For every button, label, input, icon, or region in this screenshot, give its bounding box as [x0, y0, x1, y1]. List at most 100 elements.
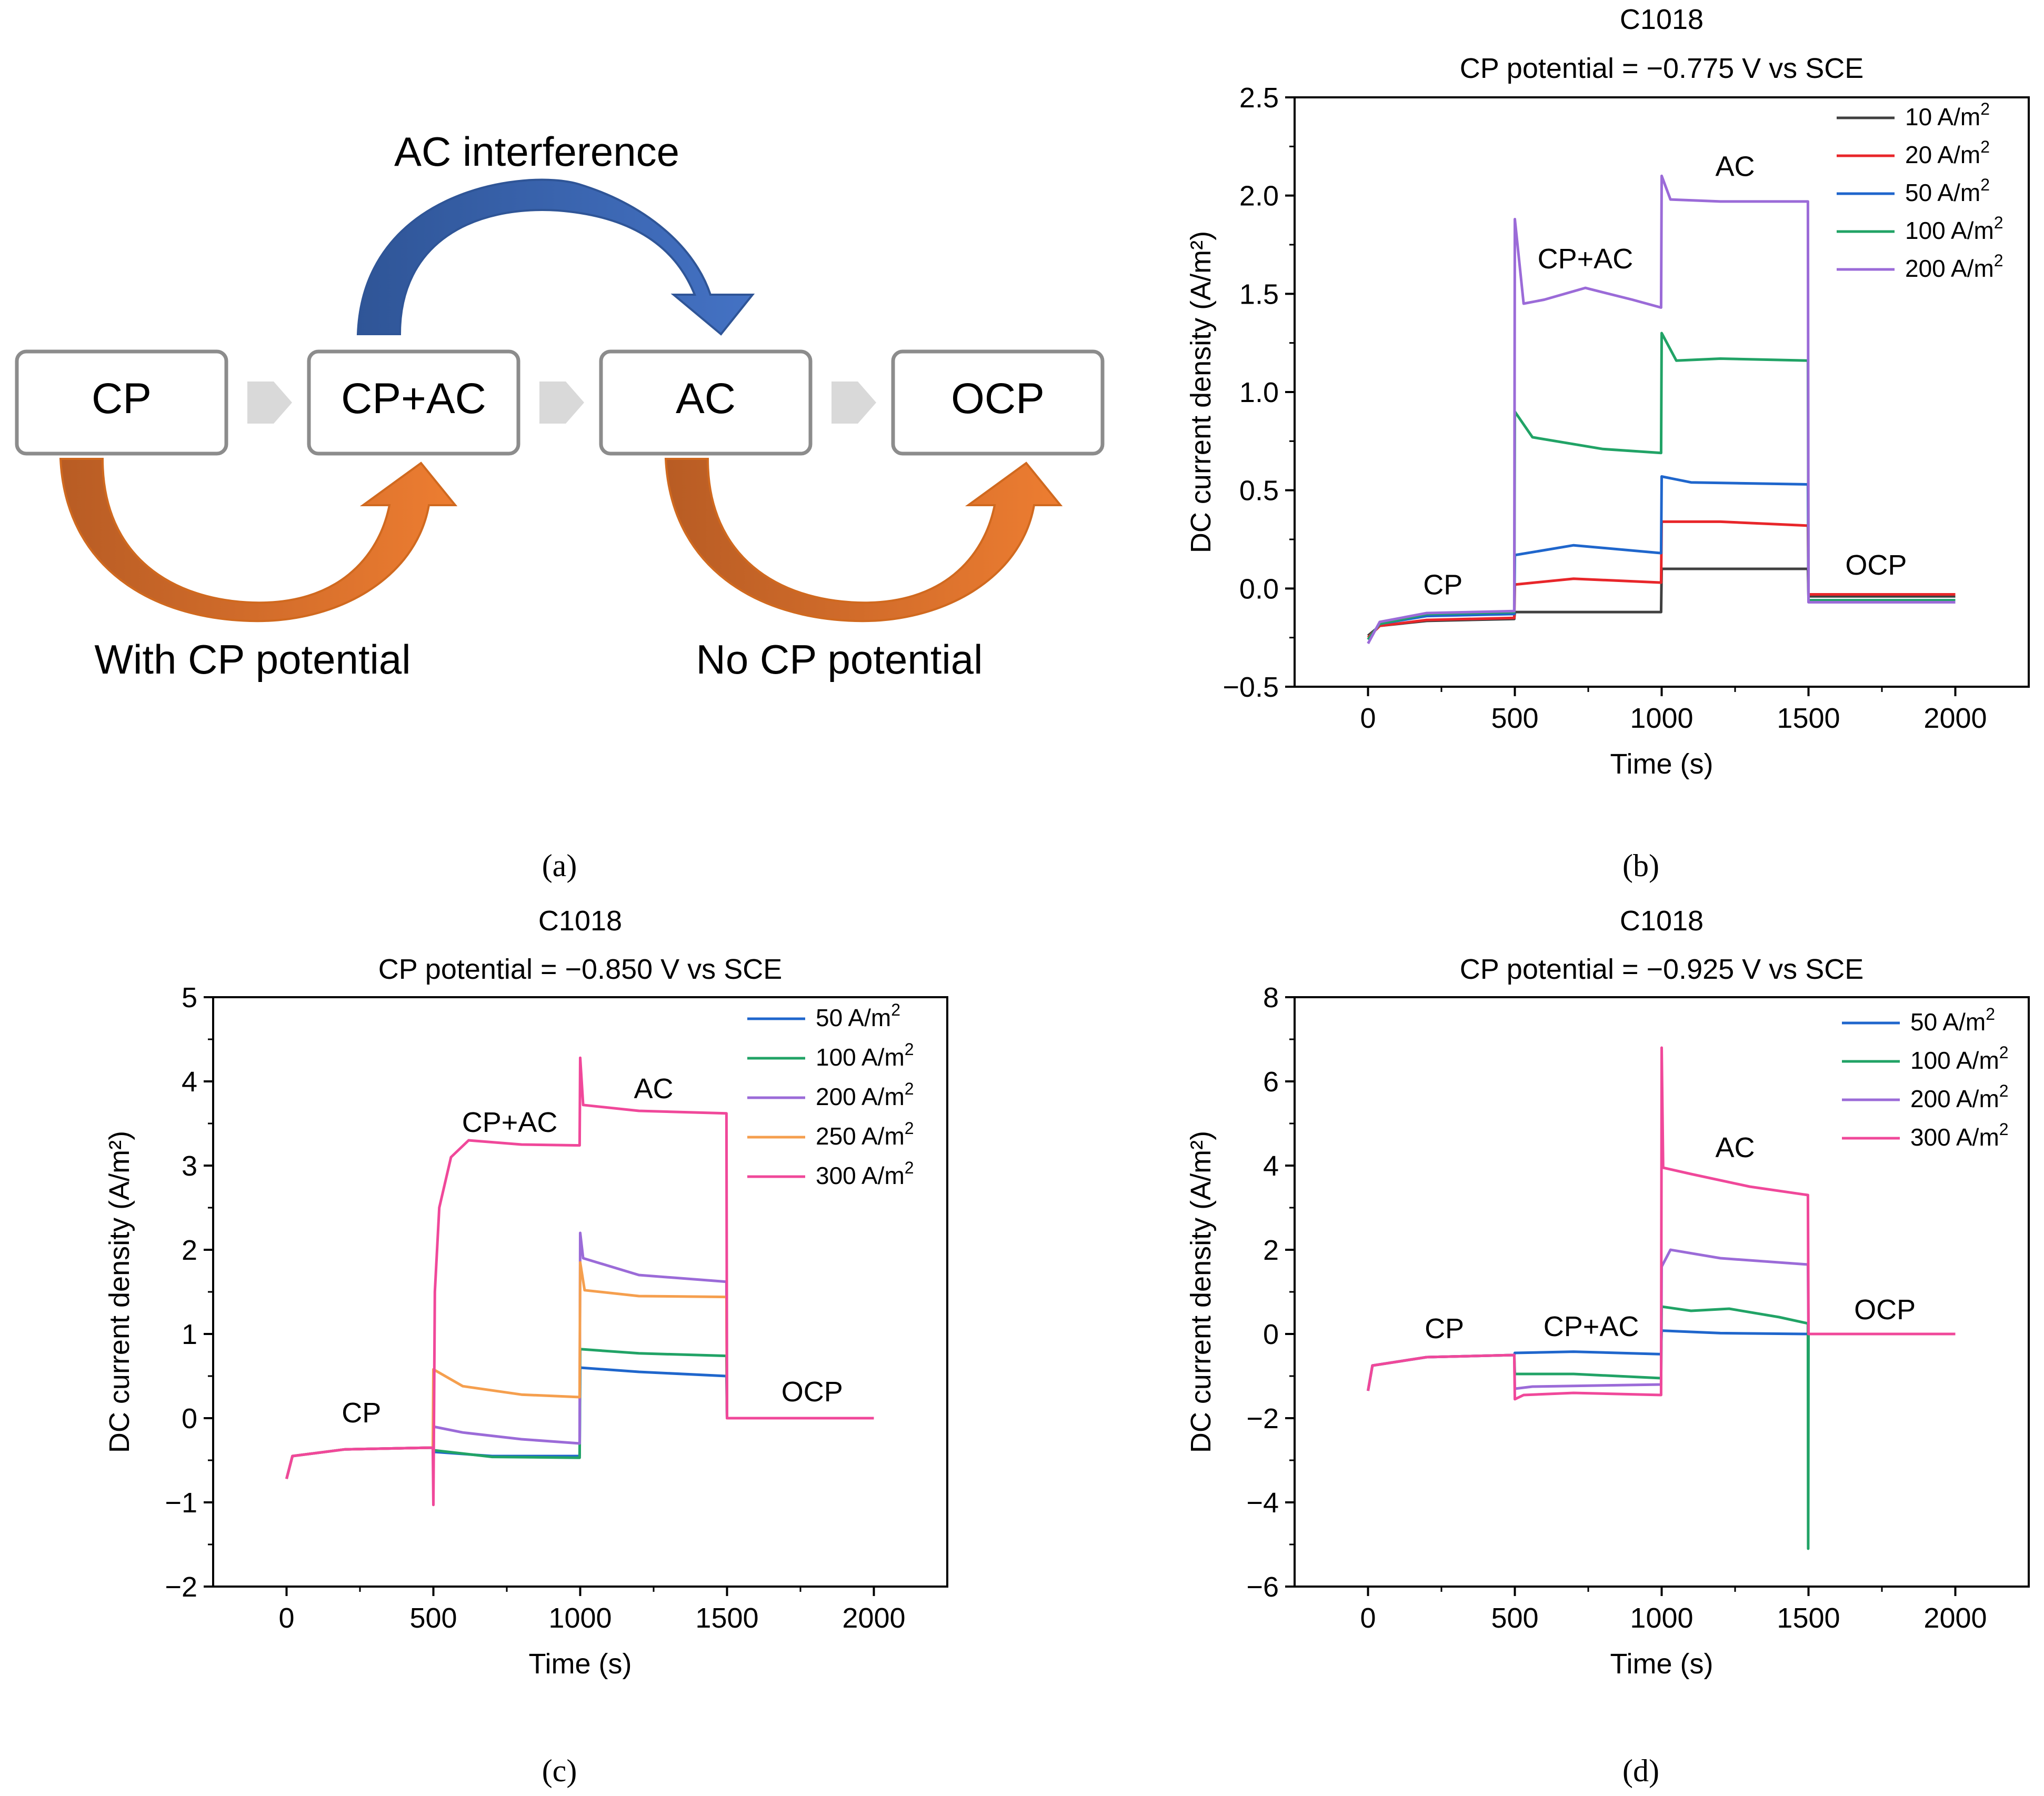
y-tick-label: −0.5 — [1223, 671, 1279, 703]
y-axis-title: DC current density (A/m²) — [1185, 231, 1217, 553]
ac-interference-arrow — [356, 178, 755, 336]
box-cp: CP — [15, 349, 228, 456]
legend-label-superscript: 2 — [1999, 1120, 2009, 1139]
chevron-arrow-icon — [831, 382, 876, 424]
legend-label-text: 300 A/m — [1910, 1123, 1999, 1151]
box-ocp-label: OCP — [951, 375, 1045, 423]
legend-label-superscript: 2 — [905, 1119, 914, 1138]
legend-label-text: 100 A/m — [1905, 217, 1994, 244]
legend-label: 50 A/m2 — [1910, 1005, 1995, 1036]
box-ocp: OCP — [891, 349, 1105, 456]
x-tick-label: 1500 — [695, 1602, 758, 1634]
legend-label-superscript: 2 — [1999, 1043, 2009, 1062]
y-tick-label: 1.5 — [1239, 278, 1279, 310]
legend-label: 100 A/m2 — [1905, 213, 2003, 244]
y-tick-label: 8 — [1263, 982, 1279, 1014]
legend-label: 250 A/m2 — [816, 1119, 914, 1150]
legend-label-text: 250 A/m — [816, 1122, 905, 1150]
with-cp-arrow — [59, 458, 458, 623]
legend-label: 10 A/m2 — [1905, 99, 1990, 131]
y-tick-label: −1 — [165, 1487, 197, 1519]
region-label: CP — [1425, 1313, 1464, 1345]
x-tick-label: 0 — [1360, 1602, 1376, 1634]
legend-label-superscript: 2 — [1994, 213, 2003, 232]
chart-d: C1018 CP potential = −0.925 V vs SCE 0 500 1… — [1185, 905, 2030, 1680]
legend-label-superscript: 2 — [1999, 1081, 2009, 1100]
x-tick-label: 2000 — [1923, 703, 1987, 734]
region-label: OCP — [781, 1376, 843, 1408]
x-axis-title: Time (s) — [529, 1648, 632, 1680]
legend-label-superscript: 2 — [1986, 1005, 1995, 1024]
y-tick-label: −2 — [165, 1571, 197, 1603]
legend-label-superscript: 2 — [905, 1040, 914, 1059]
y-tick-label: 1.0 — [1239, 377, 1279, 408]
legend-label-superscript: 2 — [1994, 251, 2003, 270]
y-tick-label: 3 — [182, 1150, 197, 1182]
caption-a: (a) — [542, 848, 577, 883]
box-cp-ac: CP+AC — [307, 349, 520, 456]
y-tick-label: 4 — [1263, 1150, 1279, 1182]
legend-label-text: 10 A/m — [1905, 103, 1980, 131]
y-axis-title: DC current density (A/m²) — [104, 1131, 135, 1453]
y-tick-label: 1 — [182, 1319, 197, 1350]
legend-label-superscript: 2 — [905, 1079, 914, 1098]
with-cp-potential-label: With CP potential — [94, 636, 410, 683]
legend-label-text: 20 A/m — [1905, 141, 1980, 168]
legend-label-text: 300 A/m — [816, 1162, 905, 1189]
no-cp-potential-label: No CP potential — [696, 636, 983, 683]
series-line-3 — [1367, 1046, 1956, 1401]
legend-label: 100 A/m2 — [816, 1040, 914, 1071]
x-tick-label: 1500 — [1777, 1602, 1840, 1634]
x-tick-label: 500 — [409, 1602, 457, 1634]
y-tick-label: 4 — [182, 1066, 197, 1098]
x-tick-label: 0 — [278, 1602, 294, 1634]
legend-label-superscript: 2 — [1980, 137, 1990, 156]
y-tick-label: −4 — [1246, 1487, 1279, 1519]
y-tick-label: 0 — [1263, 1319, 1279, 1350]
legend-label: 50 A/m2 — [1905, 175, 1990, 206]
region-label: OCP — [1845, 549, 1907, 581]
chart-title: C1018 — [1620, 905, 1704, 937]
legend-label-text: 200 A/m — [816, 1083, 905, 1110]
series-line-4 — [285, 1056, 874, 1507]
chart-subtitle: CP potential = −0.775 V vs SCE — [1460, 53, 1863, 84]
chevron-arrow-icon — [247, 382, 292, 424]
x-tick-label: 1000 — [548, 1602, 612, 1634]
x-tick-label: 2000 — [1923, 1602, 1987, 1634]
y-tick-label: −2 — [1246, 1403, 1279, 1434]
y-tick-label: 0.0 — [1239, 573, 1279, 605]
legend-label: 50 A/m2 — [816, 1000, 900, 1031]
region-label: AC — [634, 1073, 673, 1105]
y-tick-label: 2.0 — [1239, 180, 1279, 212]
legend-label: 20 A/m2 — [1905, 137, 1990, 168]
legend-label: 100 A/m2 — [1910, 1043, 2009, 1074]
x-tick-label: 1000 — [1630, 1602, 1693, 1634]
legend-label-text: 50 A/m — [1905, 179, 1980, 206]
chart-c: C1018 CP potential = −0.850 V vs SCE 0 500 1… — [104, 905, 948, 1680]
y-tick-label: 0.5 — [1239, 475, 1279, 507]
chart-subtitle: CP potential = −0.850 V vs SCE — [378, 954, 782, 985]
series-line-4 — [1367, 174, 1956, 645]
x-axis-title: Time (s) — [1610, 1648, 1714, 1680]
y-tick-label: 2.5 — [1239, 82, 1279, 114]
region-label: OCP — [1854, 1294, 1916, 1326]
region-label: AC — [1715, 150, 1755, 182]
x-tick-label: 1000 — [1630, 703, 1693, 734]
y-tick-label: 0 — [182, 1403, 197, 1434]
legend-label-superscript: 2 — [905, 1158, 914, 1177]
x-tick-label: 2000 — [842, 1602, 905, 1634]
box-ac-label: AC — [676, 375, 736, 423]
legend-label-superscript: 2 — [1980, 175, 1990, 194]
box-cp-ac-label: CP+AC — [341, 375, 486, 423]
region-label: CP+AC — [1544, 1311, 1639, 1342]
legend-label: 300 A/m2 — [1910, 1120, 2009, 1151]
region-label: CP — [1423, 569, 1462, 601]
x-tick-label: 500 — [1491, 703, 1538, 734]
ac-interference-label: AC interference — [394, 128, 679, 175]
y-tick-label: 5 — [182, 982, 197, 1014]
chart-title: C1018 — [1620, 4, 1704, 35]
x-tick-label: 500 — [1491, 1602, 1538, 1634]
caption-d: (d) — [1622, 1753, 1659, 1788]
x-tick-label: 0 — [1360, 703, 1376, 734]
